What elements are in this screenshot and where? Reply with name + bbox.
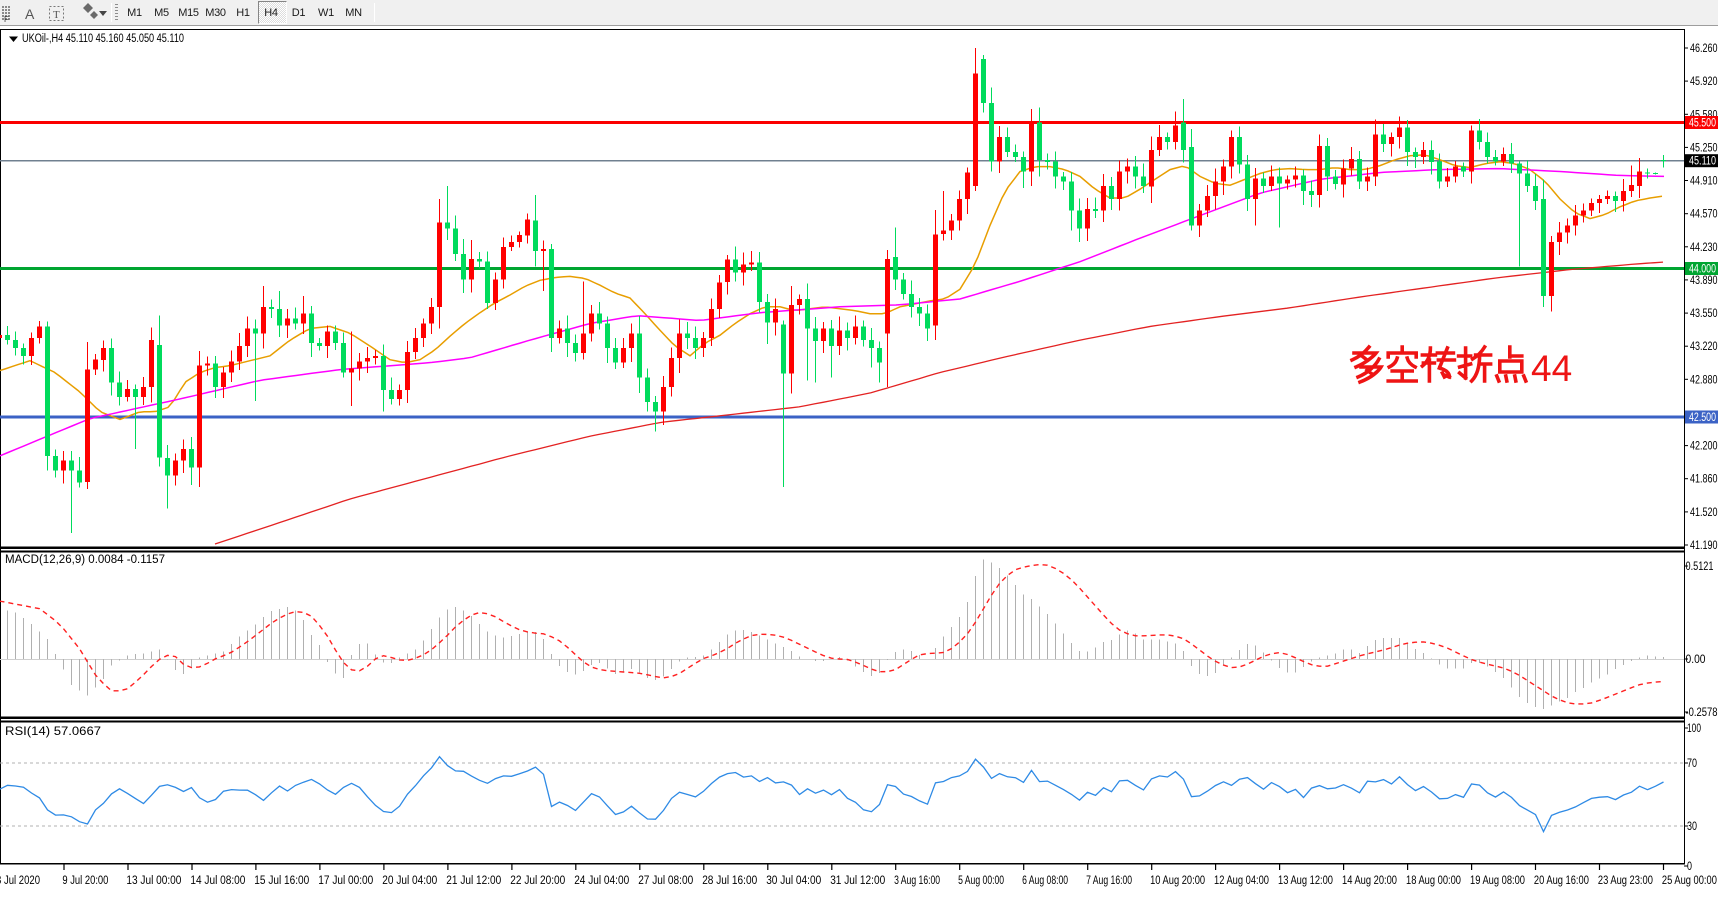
svg-text:15 Jul 16:00: 15 Jul 16:00 (254, 875, 309, 887)
svg-text:43.890: 43.890 (1690, 275, 1718, 287)
svg-text:28 Jul 16:00: 28 Jul 16:00 (702, 875, 757, 887)
svg-text:F: F (4, 15, 9, 24)
svg-text:3 Jul 2020: 3 Jul 2020 (0, 875, 40, 887)
svg-text:45.920: 45.920 (1690, 76, 1718, 88)
svg-text:44.910: 44.910 (1690, 176, 1718, 188)
svg-text:23 Aug 23:00: 23 Aug 23:00 (1598, 875, 1653, 887)
svg-text:14 Jul 08:00: 14 Jul 08:00 (190, 875, 245, 887)
svg-text:45.500: 45.500 (1689, 118, 1716, 130)
svg-text:25 Aug 00:00: 25 Aug 00:00 (1662, 875, 1717, 887)
svg-text:42.200: 42.200 (1690, 441, 1718, 453)
svg-text:41.520: 41.520 (1690, 507, 1718, 519)
svg-text:19 Aug 08:00: 19 Aug 08:00 (1470, 875, 1525, 887)
svg-text:5 Aug 00:00: 5 Aug 00:00 (958, 875, 1004, 887)
svg-text:44.570: 44.570 (1690, 209, 1718, 221)
svg-text:21 Jul 12:00: 21 Jul 12:00 (446, 875, 501, 887)
svg-text:44: 44 (1531, 348, 1572, 389)
svg-text:13 Aug 12:00: 13 Aug 12:00 (1278, 875, 1333, 887)
svg-text:70: 70 (1687, 758, 1697, 770)
svg-text:6 Aug 08:00: 6 Aug 08:00 (1022, 875, 1068, 887)
svg-text:12 Aug 04:00: 12 Aug 04:00 (1214, 875, 1269, 887)
svg-text:41.860: 41.860 (1690, 474, 1718, 486)
svg-text:44.230: 44.230 (1690, 242, 1718, 254)
svg-text:100: 100 (1687, 723, 1701, 735)
svg-text:MACD(12,26,9) 0.0084 -0.1157: MACD(12,26,9) 0.0084 -0.1157 (5, 554, 165, 566)
svg-text:43.550: 43.550 (1690, 308, 1718, 320)
svg-text:UKOil-,H4 45.110 45.160 45.05: UKOil-,H4 45.110 45.160 45.050 45.110 (22, 33, 184, 45)
svg-text:45.250: 45.250 (1690, 142, 1718, 154)
svg-text:13 Jul 00:00: 13 Jul 00:00 (126, 875, 181, 887)
svg-text:T: T (53, 9, 60, 21)
svg-text:24 Jul 04:00: 24 Jul 04:00 (574, 875, 629, 887)
svg-text:41.190: 41.190 (1690, 540, 1718, 552)
svg-text:3 Aug 16:00: 3 Aug 16:00 (894, 875, 940, 887)
svg-text:A: A (25, 6, 35, 22)
svg-text:9 Jul 20:00: 9 Jul 20:00 (62, 875, 108, 887)
svg-text:0.00: 0.00 (1686, 654, 1706, 666)
svg-text:46.260: 46.260 (1690, 43, 1718, 55)
svg-text:10 Aug 20:00: 10 Aug 20:00 (1150, 875, 1205, 887)
svg-text:17 Jul 00:00: 17 Jul 00:00 (318, 875, 373, 887)
svg-text:43.220: 43.220 (1690, 341, 1718, 353)
svg-text:45.110: 45.110 (1689, 156, 1716, 168)
svg-text:20 Jul 04:00: 20 Jul 04:00 (382, 875, 437, 887)
svg-text:30 Jul 04:00: 30 Jul 04:00 (766, 875, 821, 887)
svg-text:7 Aug 16:00: 7 Aug 16:00 (1086, 875, 1132, 887)
svg-text:-0.2578: -0.2578 (1686, 707, 1718, 719)
svg-text:30: 30 (1687, 821, 1697, 833)
svg-text:0.5121: 0.5121 (1686, 561, 1714, 573)
svg-text:0: 0 (1687, 861, 1692, 873)
svg-text:18 Aug 00:00: 18 Aug 00:00 (1406, 875, 1461, 887)
svg-text:42.880: 42.880 (1690, 374, 1718, 386)
svg-text:22 Jul 20:00: 22 Jul 20:00 (510, 875, 565, 887)
svg-text:42.500: 42.500 (1689, 412, 1716, 424)
svg-text:RSI(14) 57.0667: RSI(14) 57.0667 (5, 726, 101, 738)
svg-text:14 Aug 20:00: 14 Aug 20:00 (1342, 875, 1397, 887)
svg-text:20 Aug 16:00: 20 Aug 16:00 (1534, 875, 1589, 887)
svg-text:31 Jul 12:00: 31 Jul 12:00 (830, 875, 885, 887)
svg-text:44.000: 44.000 (1689, 264, 1716, 276)
svg-text:27 Jul 08:00: 27 Jul 08:00 (638, 875, 693, 887)
